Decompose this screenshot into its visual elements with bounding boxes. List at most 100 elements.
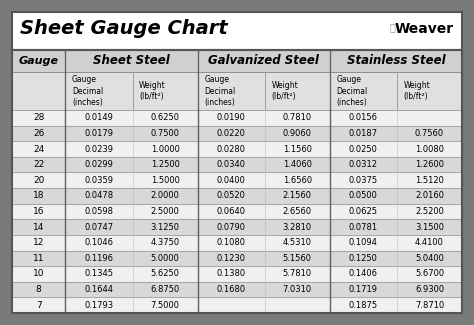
Text: 2.5200: 2.5200	[415, 207, 444, 216]
Text: 1.2600: 1.2600	[415, 160, 444, 169]
Text: 1.2500: 1.2500	[151, 160, 180, 169]
Text: Gauge
Decimal
(inches): Gauge Decimal (inches)	[72, 75, 103, 107]
Text: 0.0747: 0.0747	[84, 223, 114, 232]
Text: 10: 10	[33, 269, 45, 279]
Bar	[12, 204, 462, 219]
Text: 0.1793: 0.1793	[84, 301, 114, 310]
Text: 0.0598: 0.0598	[84, 207, 113, 216]
Text: 22: 22	[33, 160, 44, 169]
Bar	[133, 72, 198, 110]
Text: Sheet Steel: Sheet Steel	[93, 55, 170, 68]
Bar	[12, 50, 462, 313]
Text: 0.0312: 0.0312	[349, 160, 378, 169]
Text: 0.0790: 0.0790	[217, 223, 246, 232]
Text: 0.7500: 0.7500	[151, 129, 180, 138]
Text: 7.8710: 7.8710	[415, 301, 444, 310]
Text: 0.0220: 0.0220	[217, 129, 246, 138]
Bar	[12, 50, 65, 72]
Text: 0.1250: 0.1250	[349, 254, 378, 263]
Text: 7.5000: 7.5000	[151, 301, 180, 310]
Text: 0.0190: 0.0190	[217, 113, 246, 122]
Text: 0.0375: 0.0375	[349, 176, 378, 185]
Text: Weight
(lb/ft²): Weight (lb/ft²)	[271, 81, 298, 101]
Text: 1.0080: 1.0080	[415, 145, 444, 153]
Text: Weight
(lb/ft²): Weight (lb/ft²)	[403, 81, 430, 101]
Text: Galvanized Steel: Galvanized Steel	[208, 55, 319, 68]
Text: Sheet Gauge Chart: Sheet Gauge Chart	[20, 20, 228, 38]
Text: 0.0179: 0.0179	[84, 129, 113, 138]
Text: 0.7810: 0.7810	[283, 113, 312, 122]
Bar	[265, 72, 330, 110]
Text: 7: 7	[36, 301, 42, 310]
Bar	[12, 266, 462, 282]
Text: 0.1046: 0.1046	[84, 238, 113, 247]
Text: 0.0187: 0.0187	[349, 129, 378, 138]
Text: 8: 8	[36, 285, 42, 294]
Text: 0.0520: 0.0520	[217, 191, 246, 201]
Text: 0.1644: 0.1644	[84, 285, 113, 294]
Text: 24: 24	[33, 145, 44, 153]
Text: 0.1094: 0.1094	[349, 238, 378, 247]
Text: 3.2810: 3.2810	[283, 223, 312, 232]
Text: 0.0400: 0.0400	[217, 176, 246, 185]
Bar	[198, 50, 330, 72]
Text: 3.1250: 3.1250	[151, 223, 180, 232]
Bar	[12, 297, 462, 313]
Bar	[12, 72, 65, 110]
Text: Weaver: Weaver	[395, 22, 454, 36]
Bar	[12, 173, 462, 188]
Text: 2.0000: 2.0000	[151, 191, 180, 201]
Bar	[12, 157, 462, 173]
Text: 0.0625: 0.0625	[349, 207, 378, 216]
Text: 5.1560: 5.1560	[283, 254, 312, 263]
Text: 28: 28	[33, 113, 45, 122]
Text: 0.0478: 0.0478	[84, 191, 114, 201]
Text: 0.1719: 0.1719	[349, 285, 378, 294]
Text: 26: 26	[33, 129, 45, 138]
Text: 0.1680: 0.1680	[217, 285, 246, 294]
Text: 1.0000: 1.0000	[151, 145, 180, 153]
Text: 5.0400: 5.0400	[415, 254, 444, 263]
Bar	[12, 141, 462, 157]
Bar	[12, 126, 462, 141]
Text: 2.0160: 2.0160	[415, 191, 444, 201]
Text: 3.1500: 3.1500	[415, 223, 444, 232]
Text: 14: 14	[33, 223, 45, 232]
Text: 0.0250: 0.0250	[349, 145, 378, 153]
Text: 0.1080: 0.1080	[217, 238, 246, 247]
Text: 0.0640: 0.0640	[217, 207, 246, 216]
Text: 0.1196: 0.1196	[84, 254, 113, 263]
Text: 7.0310: 7.0310	[283, 285, 312, 294]
Text: 6.9300: 6.9300	[415, 285, 444, 294]
Text: 0.0149: 0.0149	[84, 113, 113, 122]
Text: 1.4060: 1.4060	[283, 160, 312, 169]
Text: 5.0000: 5.0000	[151, 254, 180, 263]
Bar	[330, 72, 397, 110]
Text: 2.5000: 2.5000	[151, 207, 180, 216]
Text: 🚗: 🚗	[390, 22, 396, 32]
Text: 1.6560: 1.6560	[283, 176, 312, 185]
Text: 11: 11	[33, 254, 45, 263]
Text: 6.8750: 6.8750	[150, 285, 180, 294]
Bar	[397, 72, 462, 110]
Text: 0.7560: 0.7560	[415, 129, 444, 138]
Text: 0.6250: 0.6250	[151, 113, 180, 122]
Text: 0.0781: 0.0781	[349, 223, 378, 232]
Text: 18: 18	[33, 191, 45, 201]
Text: 12: 12	[33, 238, 45, 247]
Text: Gauge
Decimal
(inches): Gauge Decimal (inches)	[337, 75, 368, 107]
Text: 0.0340: 0.0340	[217, 160, 246, 169]
Text: 0.1345: 0.1345	[84, 269, 113, 279]
Text: Gauge: Gauge	[18, 56, 59, 66]
Text: 2.1560: 2.1560	[283, 191, 312, 201]
Text: 4.3750: 4.3750	[151, 238, 180, 247]
Text: 1.5120: 1.5120	[415, 176, 444, 185]
Text: 16: 16	[33, 207, 45, 216]
Bar	[12, 235, 462, 251]
Text: 0.1875: 0.1875	[349, 301, 378, 310]
Bar	[12, 251, 462, 266]
Text: Stainless Steel: Stainless Steel	[346, 55, 445, 68]
Text: Gauge
Decimal
(inches): Gauge Decimal (inches)	[204, 75, 236, 107]
Text: 0.0500: 0.0500	[349, 191, 378, 201]
Text: Weight
(lb/ft²): Weight (lb/ft²)	[139, 81, 166, 101]
